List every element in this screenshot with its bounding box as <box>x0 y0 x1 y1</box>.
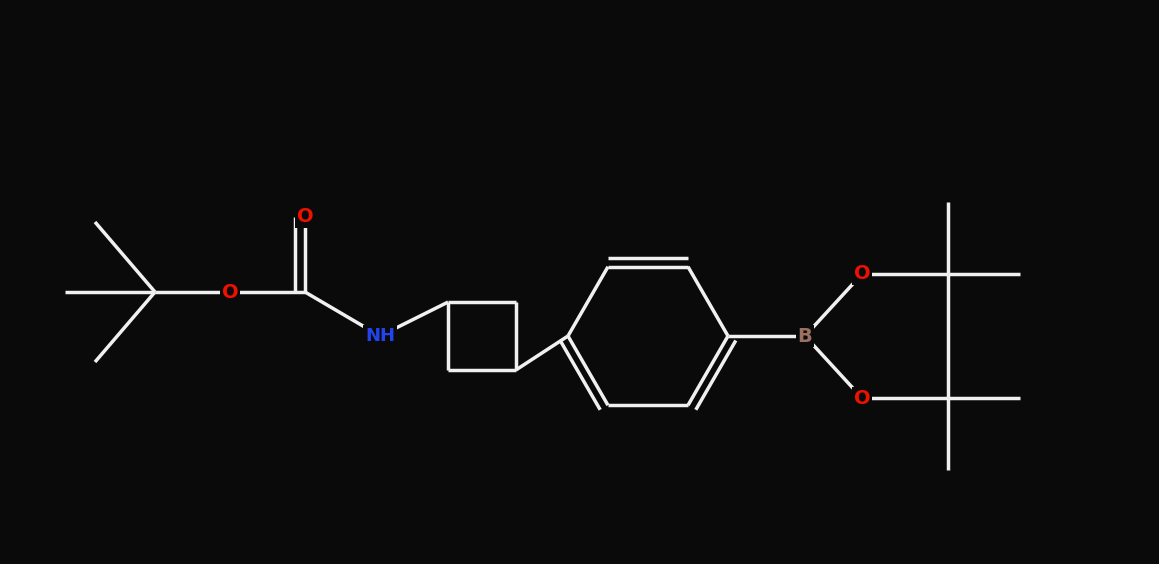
Text: O: O <box>854 389 870 408</box>
Text: O: O <box>297 208 313 227</box>
Text: O: O <box>854 265 870 284</box>
Text: B: B <box>797 327 812 346</box>
Text: NH: NH <box>365 327 395 345</box>
Text: O: O <box>221 283 239 302</box>
